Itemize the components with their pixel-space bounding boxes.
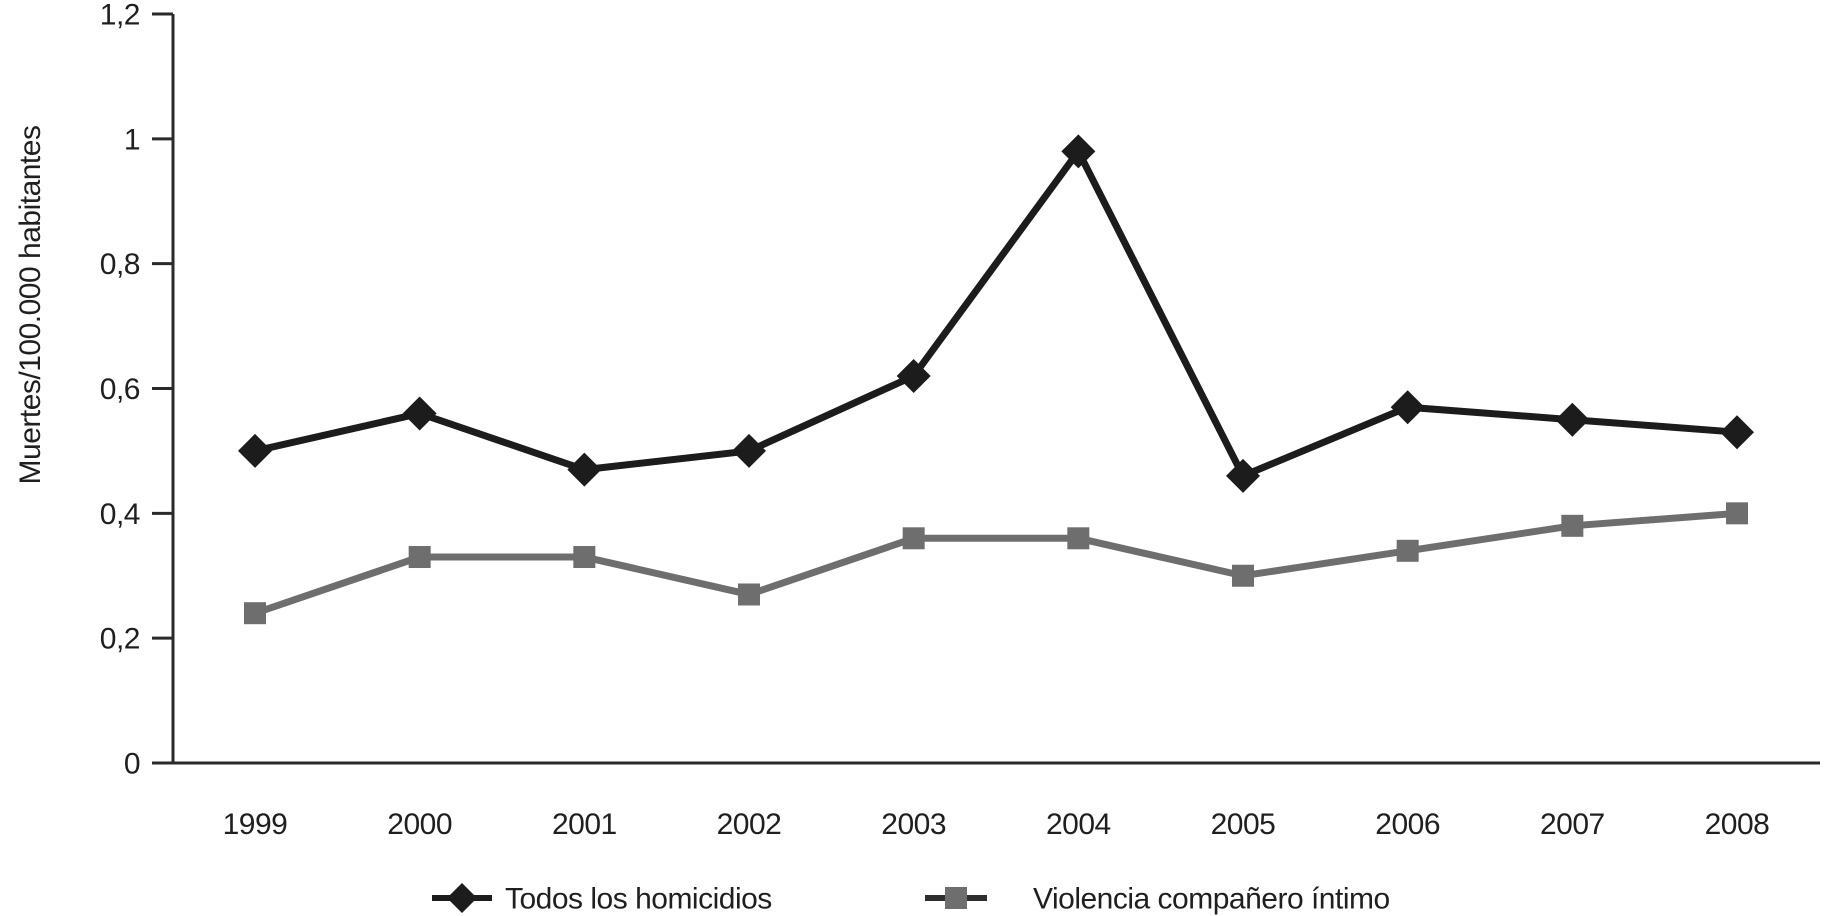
data-point-diamond bbox=[1061, 134, 1096, 169]
data-point-diamond bbox=[1555, 402, 1590, 437]
data-point-diamond bbox=[1390, 390, 1425, 425]
y-tick-label: 1 bbox=[124, 123, 140, 156]
data-point-diamond bbox=[1720, 415, 1754, 450]
x-tick-label: 2003 bbox=[881, 808, 946, 841]
y-tick-label: 0,2 bbox=[100, 623, 140, 656]
x-tick-label: 2007 bbox=[1540, 808, 1605, 841]
x-tick-label: 2008 bbox=[1705, 808, 1770, 841]
data-point-square bbox=[408, 546, 431, 569]
data-point-square bbox=[1396, 539, 1419, 562]
data-point-square bbox=[1561, 514, 1584, 537]
data-point-diamond bbox=[238, 433, 272, 468]
x-tick-label: 2006 bbox=[1375, 808, 1440, 841]
y-axis-title: Muertes/100.000 habitantes bbox=[14, 126, 47, 485]
data-point-square bbox=[1067, 527, 1090, 550]
x-tick-label: 2005 bbox=[1211, 808, 1276, 841]
y-tick-label: 0,6 bbox=[100, 373, 140, 406]
data-point-square bbox=[902, 527, 925, 550]
y-tick-label: 0,4 bbox=[100, 498, 140, 531]
series-line-1 bbox=[253, 509, 1738, 617]
x-tick-label: 2001 bbox=[552, 808, 617, 841]
series-line-0 bbox=[254, 144, 1738, 481]
data-point-diamond bbox=[567, 452, 602, 487]
y-tick-label: 0 bbox=[124, 748, 140, 781]
legend-label: Todos los homicidios bbox=[505, 883, 772, 916]
legend-marker-square bbox=[945, 887, 967, 909]
data-point-square bbox=[1726, 502, 1748, 525]
data-point-diamond bbox=[402, 396, 437, 431]
data-point-square bbox=[573, 546, 596, 569]
data-point-diamond bbox=[896, 359, 931, 394]
legend-marker-diamond bbox=[447, 883, 477, 913]
data-point-diamond bbox=[1226, 458, 1260, 493]
data-point-square bbox=[1232, 564, 1254, 587]
y-tick-label: 1,2 bbox=[100, 0, 140, 32]
legend-label: Violencia compañero íntimo bbox=[1033, 883, 1390, 916]
x-tick-label: 1999 bbox=[223, 808, 288, 841]
data-point-square bbox=[738, 583, 760, 606]
data-point-diamond bbox=[732, 433, 766, 468]
data-point-square bbox=[244, 602, 266, 625]
x-tick-label: 2002 bbox=[717, 808, 782, 841]
x-tick-label: 2000 bbox=[387, 808, 452, 841]
y-tick-label: 0,8 bbox=[100, 248, 140, 281]
x-tick-label: 2004 bbox=[1046, 808, 1111, 841]
